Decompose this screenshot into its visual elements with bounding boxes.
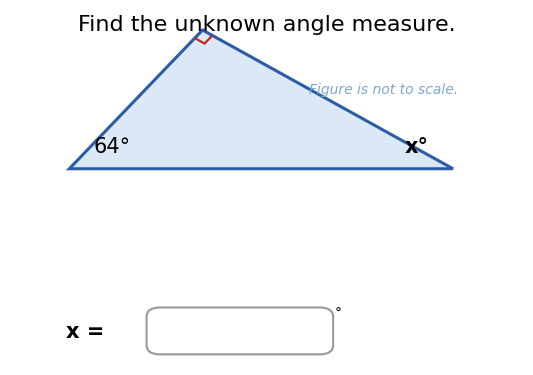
Text: 64°: 64° [93,138,131,158]
Text: x =: x = [66,322,104,342]
Text: Find the unknown angle measure.: Find the unknown angle measure. [78,15,455,35]
Text: °: ° [335,307,342,321]
Text: x°: x° [405,138,429,158]
Polygon shape [69,30,453,169]
Text: Figure is not to scale.: Figure is not to scale. [309,83,458,97]
FancyBboxPatch shape [147,308,333,354]
